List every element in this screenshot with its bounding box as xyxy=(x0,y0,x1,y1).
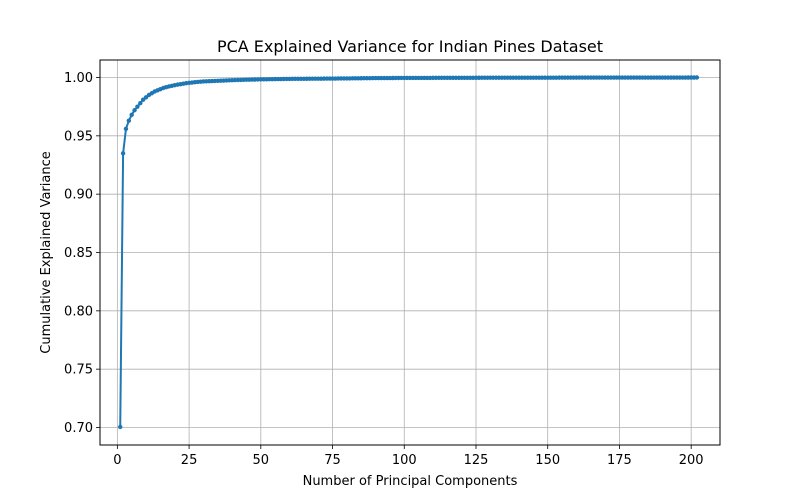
y-tick-label: 0.85 xyxy=(64,246,93,261)
plot-area: 0 25 50 75 100 125 150 175 200 0.70 0.75 0.80 0.85 0.… xyxy=(64,59,721,468)
y-tick-label: 1.00 xyxy=(64,71,93,86)
y-tick-label: 0.75 xyxy=(64,363,93,378)
data-point xyxy=(126,118,132,123)
data-point xyxy=(120,151,126,156)
x-tick-label: 150 xyxy=(535,453,560,468)
data-point xyxy=(129,112,134,118)
x-axis-label: Number of Principal Components xyxy=(303,474,518,489)
y-tick-label: 0.90 xyxy=(64,188,93,203)
x-tick-label: 75 xyxy=(324,453,341,468)
x-tick-label: 0 xyxy=(113,453,121,468)
data-point xyxy=(132,107,137,113)
chart-title: PCA Explained Variance for Indian Pines … xyxy=(217,37,603,56)
data-point xyxy=(138,100,143,106)
grid xyxy=(100,60,720,445)
x-tick-label: 25 xyxy=(181,453,198,468)
series-layer xyxy=(118,75,700,430)
data-point xyxy=(118,424,123,430)
x-tick-label: 50 xyxy=(253,453,270,468)
data-point xyxy=(123,126,129,132)
data-point xyxy=(135,104,140,109)
data-point xyxy=(694,75,700,80)
x-tick-label: 175 xyxy=(607,453,632,468)
x-tick-label: 125 xyxy=(464,453,489,468)
y-tick-label: 0.80 xyxy=(64,304,93,319)
y-tick-label: 0.95 xyxy=(64,129,93,144)
y-axis-label: Cumulative Explained Variance xyxy=(39,151,54,353)
x-tick-label: 200 xyxy=(679,453,704,468)
x-tick-label: 100 xyxy=(392,453,417,468)
y-tick-label: 0.70 xyxy=(64,421,93,436)
ticks: 0 25 50 75 100 125 150 175 200 0.70 0.75 0.80 0.85 0.… xyxy=(64,71,704,468)
